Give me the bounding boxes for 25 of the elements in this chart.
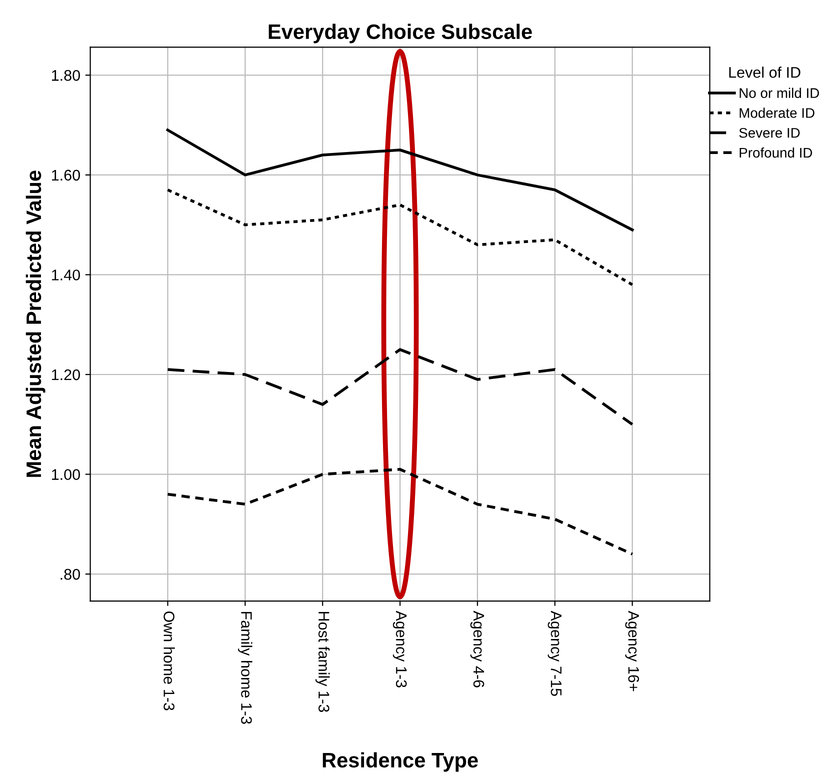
legend-title: Level of ID	[729, 66, 800, 78]
line-series	[166, 188, 634, 286]
y-tick-label: 1.60	[52, 170, 80, 181]
legend-label: Moderate ID	[740, 108, 814, 118]
x-tick-label: Agency 16+	[625, 610, 640, 692]
line-series	[166, 128, 634, 232]
chart-title: Everyday Choice Subscale	[268, 24, 532, 44]
x-tick-label: Own home 1-3	[164, 611, 175, 710]
x-tick-label: Family home 1-3	[238, 612, 252, 724]
legend-label: Profound ID	[740, 147, 812, 158]
line-series	[166, 348, 634, 426]
y-tick-label: 1.40	[52, 270, 80, 280]
legend-label: No or mild ID	[740, 88, 819, 98]
x-tick-label: Agency 4-6	[470, 610, 484, 688]
y-axis-title: Mean Adjusted Predicted Value	[26, 170, 46, 477]
y-tick-label: .80	[60, 568, 80, 580]
y-tick-label: 1.20	[52, 369, 80, 380]
x-tick-label: Agency 1-3	[392, 610, 407, 688]
y-tick-label: 1.00	[52, 469, 80, 480]
y-tick-label: 1.80	[52, 70, 80, 81]
legend-label: Severe ID	[739, 128, 800, 138]
line-series	[166, 468, 634, 556]
x-tick-label: Agency 7-15	[548, 610, 562, 696]
x-axis-title: Residence Type	[322, 752, 478, 772]
x-tick-label: Host family 1-3	[315, 612, 330, 712]
